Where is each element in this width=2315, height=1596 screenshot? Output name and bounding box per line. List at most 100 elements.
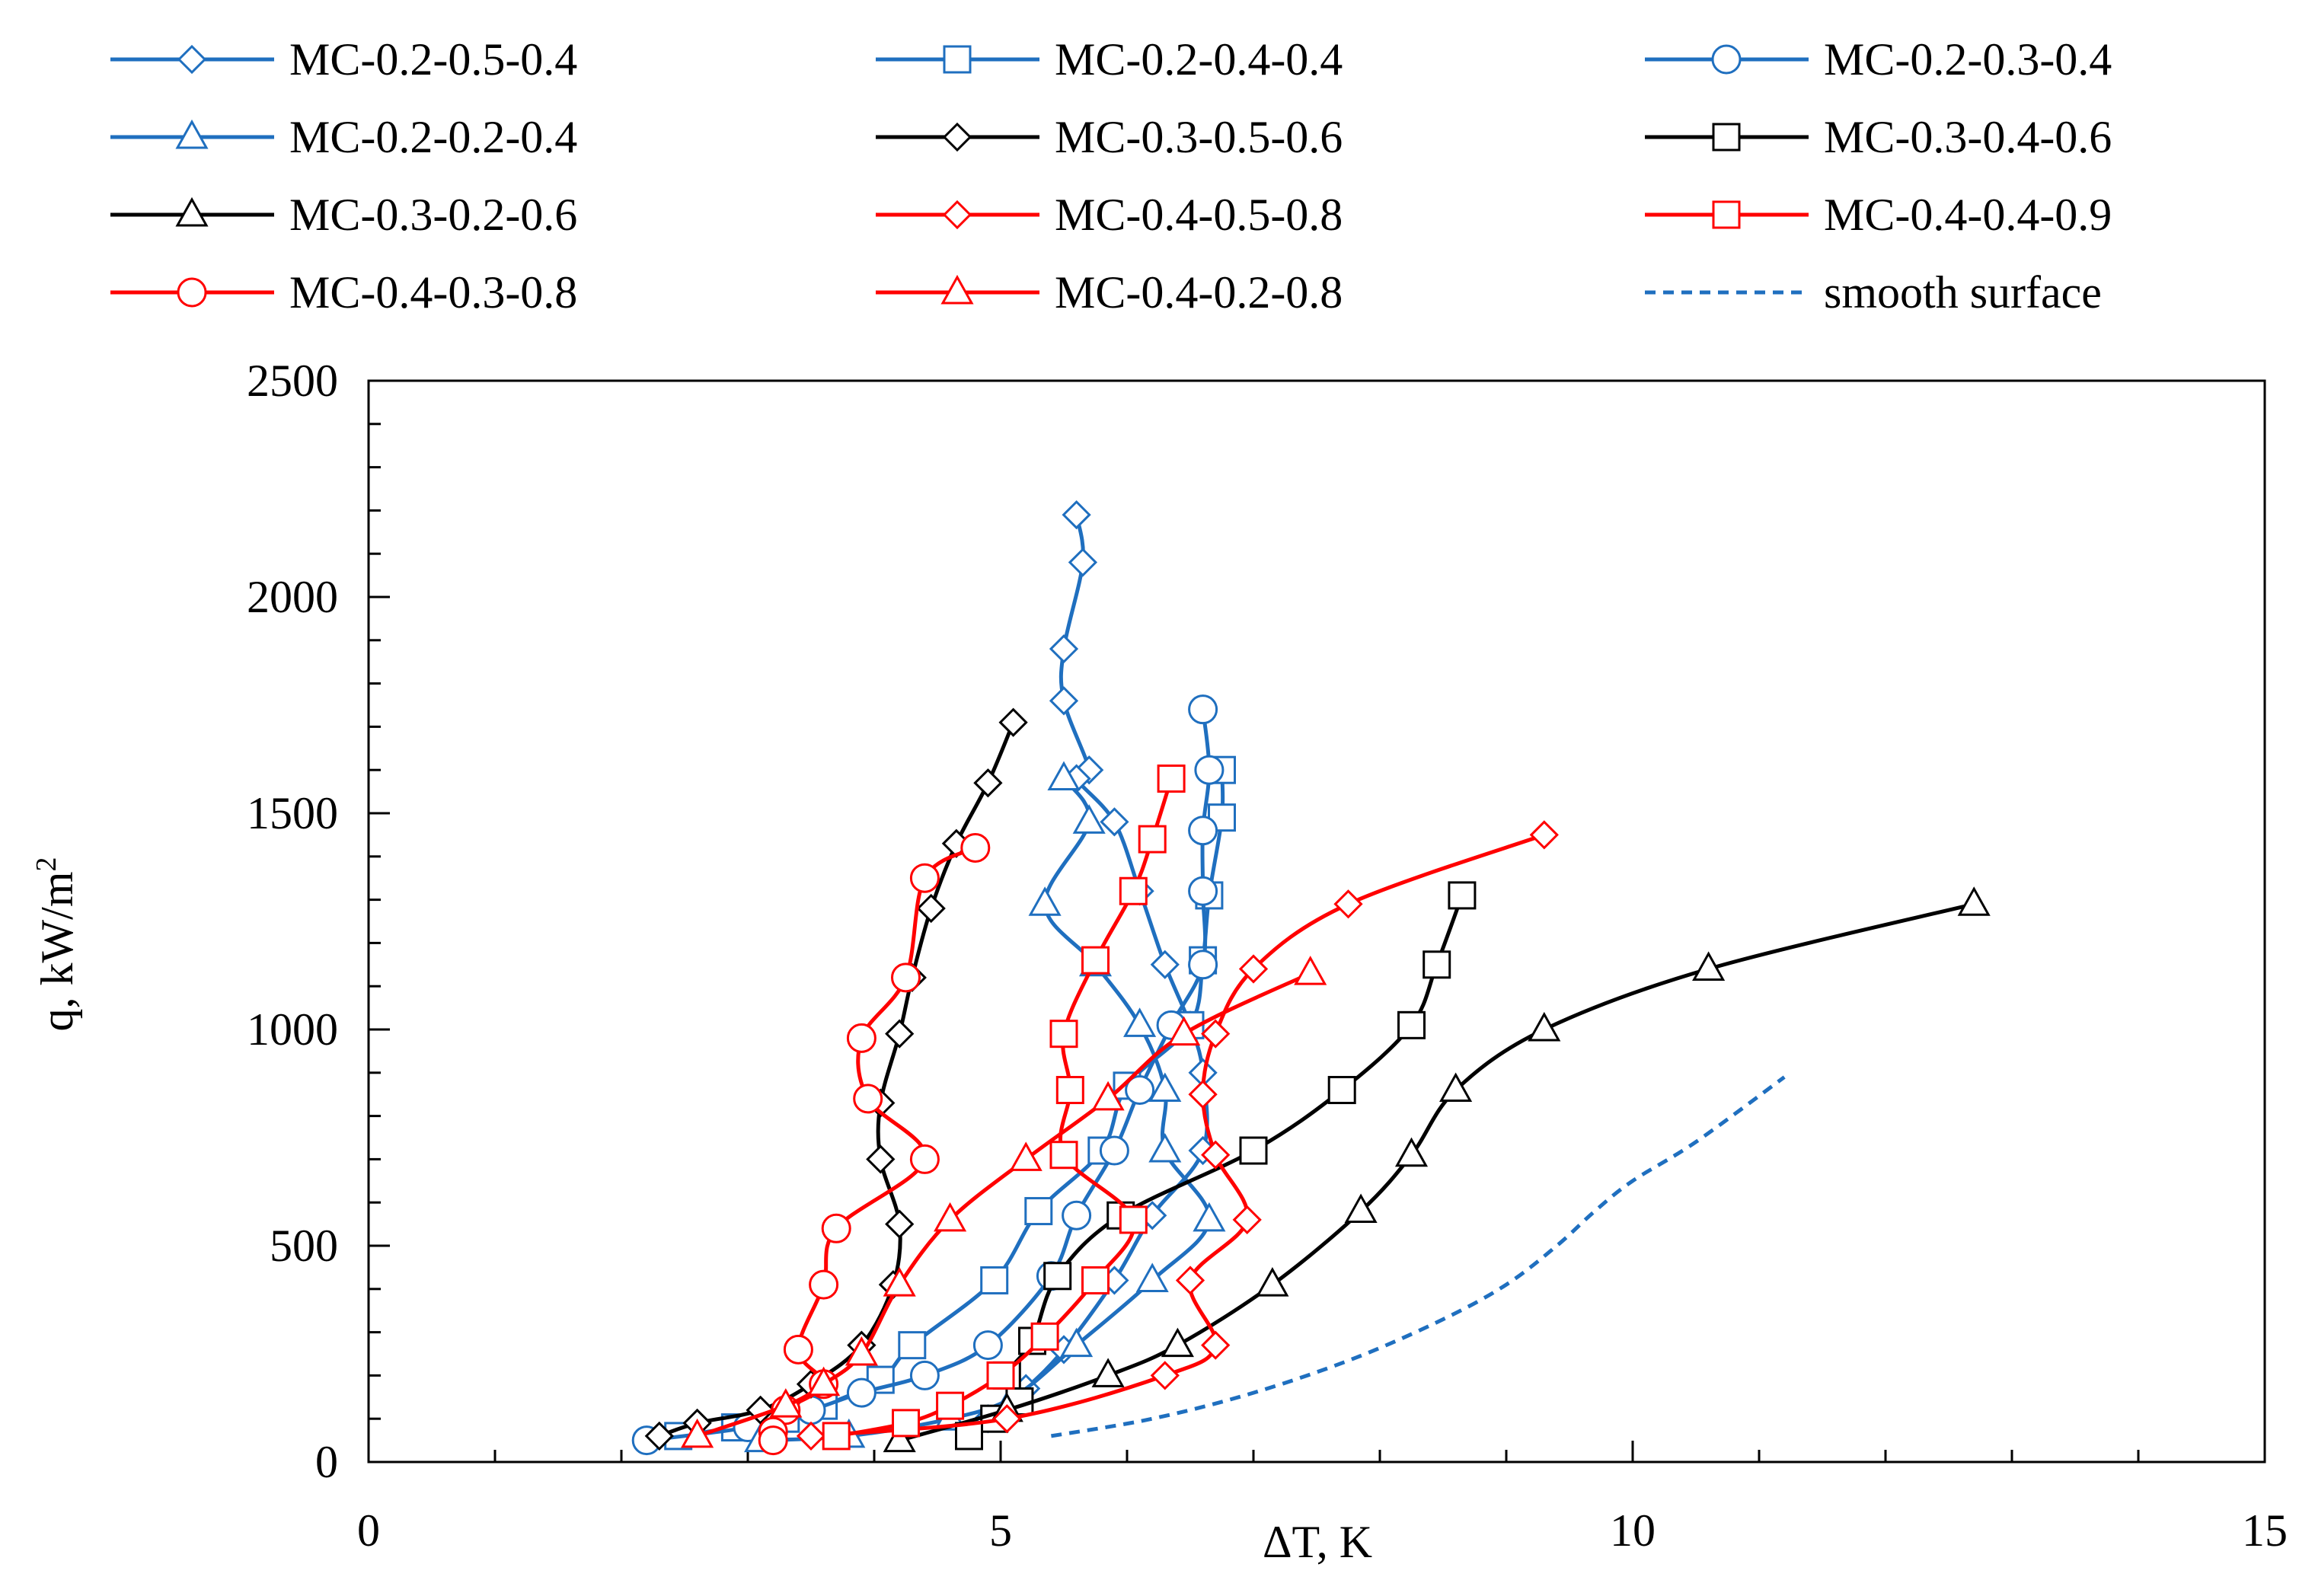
data-point: [909, 1144, 940, 1174]
legend-marker: [940, 274, 974, 305]
data-point: [1028, 886, 1062, 916]
series-line: [809, 832, 1547, 1438]
legend-marker: [1712, 200, 1741, 229]
x-tick-label: 15: [2242, 1505, 2288, 1556]
series-line: [897, 902, 1976, 1443]
y-axis-label-sup: 2: [30, 857, 62, 872]
legend-label: MC-0.3-0.5-0.6: [1055, 112, 1343, 162]
legend-marker: [942, 200, 972, 230]
legend-marker: [942, 122, 972, 152]
data-point: [955, 1422, 983, 1451]
data-point: [980, 1266, 1009, 1294]
data-point: [1047, 761, 1081, 791]
series-MC-0.3-0.2-0.6: [883, 886, 1991, 1453]
data-point: [1439, 1072, 1473, 1103]
data-point: [1529, 820, 1559, 850]
data-point: [1157, 764, 1186, 793]
data-point: [1194, 755, 1225, 785]
axis-labels: ΔT, K q, kW/m2: [30, 857, 1372, 1567]
data-point: [1081, 1266, 1110, 1294]
legend-label: MC-0.4-0.2-0.8: [1055, 267, 1343, 318]
data-point: [846, 1377, 877, 1408]
data-point: [1135, 1262, 1169, 1292]
data-point: [1148, 1132, 1182, 1163]
data-point: [1232, 1205, 1262, 1235]
data-point: [973, 768, 1003, 798]
data-point: [1024, 1197, 1053, 1226]
legend-label: MC-0.2-0.4-0.4: [1055, 34, 1343, 85]
y-tick-label: 1000: [247, 1004, 338, 1055]
legend-entry: MC-0.3-0.4-0.6: [1645, 112, 2112, 162]
data-point: [1175, 1266, 1205, 1295]
series-line: [1050, 1075, 1786, 1438]
data-point: [891, 962, 921, 993]
series-layer: [631, 500, 1991, 1456]
data-point: [796, 1421, 826, 1451]
data-point: [1072, 804, 1106, 834]
data-point: [846, 1023, 877, 1053]
series-MC-0.4-0.3-0.8: [758, 832, 991, 1456]
legend-marker: [1711, 44, 1742, 75]
series-MC-0.3-0.5-0.6: [644, 707, 1028, 1451]
data-point: [1327, 1076, 1356, 1105]
data-point: [1344, 1193, 1378, 1224]
series-smooth surface: [1050, 1075, 1786, 1438]
data-point: [1043, 1262, 1072, 1291]
legend-marker: [175, 196, 209, 227]
data-point: [1201, 1019, 1231, 1049]
data-point: [1091, 1358, 1125, 1387]
data-point: [916, 893, 946, 924]
axis-ticks: 0 5 10 15 0 500 1000 1500 2000 2500: [247, 356, 2288, 1556]
data-point: [866, 1144, 896, 1174]
plot-frame: [367, 379, 2266, 1464]
data-point: [1049, 1020, 1078, 1049]
legend-entry: MC-0.2-0.2-0.4: [110, 112, 577, 162]
data-point: [1030, 1322, 1059, 1351]
data-point: [934, 1202, 967, 1232]
legend-entry: MC-0.4-0.3-0.8: [110, 267, 577, 318]
x-tick-label: 0: [357, 1505, 380, 1556]
legend-label: MC-0.4-0.5-0.8: [1055, 190, 1343, 240]
y-axis-label-main: q, kW/m: [32, 872, 82, 1032]
data-point: [1060, 1327, 1094, 1358]
data-point: [1294, 956, 1327, 985]
data-point: [1062, 500, 1091, 530]
data-point: [1049, 634, 1079, 664]
data-point: [1123, 1007, 1157, 1037]
y-tick-label: 0: [315, 1437, 338, 1487]
data-point: [1100, 807, 1129, 837]
data-point: [1193, 1202, 1226, 1232]
legend-entry: MC-0.4-0.4-0.9: [1645, 190, 2112, 240]
data-point: [1201, 1330, 1231, 1360]
data-point: [1161, 1327, 1194, 1358]
data-point: [822, 1422, 851, 1451]
data-point: [809, 1269, 839, 1300]
data-point: [1333, 889, 1363, 919]
plot-area: 0 5 10 15 0 500 1000 1500 2000 2500: [247, 356, 2288, 1556]
data-point: [1119, 1205, 1148, 1234]
data-point: [1397, 1010, 1426, 1039]
data-point: [1150, 950, 1180, 979]
legend-label: MC-0.2-0.5-0.4: [289, 34, 577, 85]
y-tick-label: 1500: [247, 788, 338, 838]
legend: MC-0.2-0.5-0.4 MC-0.2-0.4-0.4 MC-0.2-0.3-0…: [110, 34, 2112, 318]
data-point: [1148, 1072, 1182, 1103]
x-tick-label: 5: [989, 1505, 1012, 1556]
data-point: [986, 1361, 1015, 1390]
data-point: [1091, 1080, 1125, 1111]
data-point: [1099, 1135, 1129, 1166]
legend-label: MC-0.4-0.4-0.9: [1824, 190, 2112, 240]
x-tick-label: 10: [1610, 1505, 1656, 1556]
legend-entry: MC-0.3-0.5-0.6: [876, 112, 1343, 162]
legend-marker: [177, 277, 207, 308]
data-point: [1119, 876, 1148, 905]
y-tick-label: 2000: [247, 572, 338, 622]
legend-marker: [175, 119, 209, 149]
data-point: [783, 1334, 813, 1365]
series-MC-0.4-0.4-0.9: [822, 764, 1186, 1451]
x-axis-label: ΔT, K: [1263, 1517, 1372, 1567]
data-point: [1692, 951, 1726, 981]
data-point: [1049, 1141, 1078, 1170]
data-point: [883, 1267, 916, 1297]
